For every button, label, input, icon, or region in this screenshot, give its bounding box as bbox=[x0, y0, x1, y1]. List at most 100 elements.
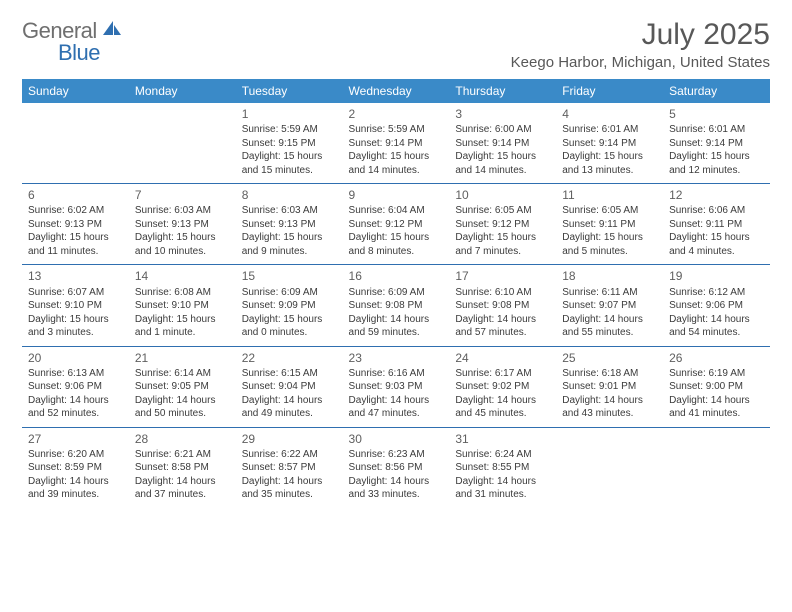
daylight-line2: and 49 minutes. bbox=[242, 407, 337, 421]
sunset-text: Sunset: 9:11 PM bbox=[669, 218, 764, 232]
day-cell: 10Sunrise: 6:05 AMSunset: 9:12 PMDayligh… bbox=[449, 184, 556, 265]
sunrise-text: Sunrise: 6:09 AM bbox=[242, 286, 337, 300]
sunset-text: Sunset: 9:00 PM bbox=[669, 380, 764, 394]
logo-word2-wrap: Blue bbox=[22, 40, 100, 66]
daylight-line1: Daylight: 14 hours bbox=[135, 394, 230, 408]
sunrise-text: Sunrise: 6:01 AM bbox=[669, 123, 764, 137]
sunset-text: Sunset: 9:03 PM bbox=[349, 380, 444, 394]
day-cell: 25Sunrise: 6:18 AMSunset: 9:01 PMDayligh… bbox=[556, 346, 663, 427]
day-cell: 19Sunrise: 6:12 AMSunset: 9:06 PMDayligh… bbox=[663, 265, 770, 346]
sunset-text: Sunset: 8:59 PM bbox=[28, 461, 123, 475]
day-cell: 16Sunrise: 6:09 AMSunset: 9:08 PMDayligh… bbox=[343, 265, 450, 346]
day-cell: 13Sunrise: 6:07 AMSunset: 9:10 PMDayligh… bbox=[22, 265, 129, 346]
day-number: 8 bbox=[242, 187, 337, 203]
sunrise-text: Sunrise: 6:19 AM bbox=[669, 367, 764, 381]
daylight-line2: and 15 minutes. bbox=[242, 164, 337, 178]
daylight-line2: and 3 minutes. bbox=[28, 326, 123, 340]
daylight-line1: Daylight: 14 hours bbox=[349, 394, 444, 408]
daylight-line2: and 5 minutes. bbox=[562, 245, 657, 259]
daylight-line2: and 10 minutes. bbox=[135, 245, 230, 259]
day-number: 22 bbox=[242, 350, 337, 366]
sunset-text: Sunset: 8:58 PM bbox=[135, 461, 230, 475]
daylight-line2: and 45 minutes. bbox=[455, 407, 550, 421]
daylight-line2: and 37 minutes. bbox=[135, 488, 230, 502]
day-cell: 14Sunrise: 6:08 AMSunset: 9:10 PMDayligh… bbox=[129, 265, 236, 346]
day-number: 20 bbox=[28, 350, 123, 366]
sunrise-text: Sunrise: 6:05 AM bbox=[455, 204, 550, 218]
day-cell: 11Sunrise: 6:05 AMSunset: 9:11 PMDayligh… bbox=[556, 184, 663, 265]
sunrise-text: Sunrise: 6:13 AM bbox=[28, 367, 123, 381]
daylight-line1: Daylight: 14 hours bbox=[242, 475, 337, 489]
week-row: 13Sunrise: 6:07 AMSunset: 9:10 PMDayligh… bbox=[22, 265, 770, 346]
day-number: 14 bbox=[135, 268, 230, 284]
day-number: 12 bbox=[669, 187, 764, 203]
weekday-wed: Wednesday bbox=[343, 79, 450, 103]
sunrise-text: Sunrise: 6:01 AM bbox=[562, 123, 657, 137]
day-cell: 28Sunrise: 6:21 AMSunset: 8:58 PMDayligh… bbox=[129, 427, 236, 508]
sunset-text: Sunset: 9:13 PM bbox=[242, 218, 337, 232]
day-cell bbox=[129, 103, 236, 184]
day-number: 30 bbox=[349, 431, 444, 447]
day-cell: 31Sunrise: 6:24 AMSunset: 8:55 PMDayligh… bbox=[449, 427, 556, 508]
daylight-line1: Daylight: 15 hours bbox=[242, 150, 337, 164]
sunset-text: Sunset: 9:06 PM bbox=[669, 299, 764, 313]
sunset-text: Sunset: 9:10 PM bbox=[135, 299, 230, 313]
daylight-line1: Daylight: 15 hours bbox=[669, 231, 764, 245]
daylight-line2: and 8 minutes. bbox=[349, 245, 444, 259]
daylight-line1: Daylight: 15 hours bbox=[562, 231, 657, 245]
daylight-line2: and 39 minutes. bbox=[28, 488, 123, 502]
daylight-line2: and 47 minutes. bbox=[349, 407, 444, 421]
sunrise-text: Sunrise: 6:16 AM bbox=[349, 367, 444, 381]
daylight-line1: Daylight: 15 hours bbox=[562, 150, 657, 164]
week-row: 1Sunrise: 5:59 AMSunset: 9:15 PMDaylight… bbox=[22, 103, 770, 184]
day-number: 1 bbox=[242, 106, 337, 122]
daylight-line1: Daylight: 15 hours bbox=[135, 231, 230, 245]
day-number: 18 bbox=[562, 268, 657, 284]
daylight-line1: Daylight: 14 hours bbox=[28, 475, 123, 489]
day-number: 28 bbox=[135, 431, 230, 447]
day-cell: 7Sunrise: 6:03 AMSunset: 9:13 PMDaylight… bbox=[129, 184, 236, 265]
day-cell: 24Sunrise: 6:17 AMSunset: 9:02 PMDayligh… bbox=[449, 346, 556, 427]
day-cell bbox=[663, 427, 770, 508]
logo-sail-icon bbox=[101, 19, 123, 44]
daylight-line2: and 11 minutes. bbox=[28, 245, 123, 259]
daylight-line2: and 1 minute. bbox=[135, 326, 230, 340]
sunset-text: Sunset: 9:14 PM bbox=[349, 137, 444, 151]
weekday-mon: Monday bbox=[129, 79, 236, 103]
sunrise-text: Sunrise: 6:03 AM bbox=[242, 204, 337, 218]
day-number: 10 bbox=[455, 187, 550, 203]
daylight-line2: and 52 minutes. bbox=[28, 407, 123, 421]
sunset-text: Sunset: 9:13 PM bbox=[135, 218, 230, 232]
sunset-text: Sunset: 8:55 PM bbox=[455, 461, 550, 475]
day-cell: 17Sunrise: 6:10 AMSunset: 9:08 PMDayligh… bbox=[449, 265, 556, 346]
sunset-text: Sunset: 9:08 PM bbox=[349, 299, 444, 313]
sunrise-text: Sunrise: 6:02 AM bbox=[28, 204, 123, 218]
day-cell bbox=[22, 103, 129, 184]
daylight-line1: Daylight: 14 hours bbox=[28, 394, 123, 408]
weekday-tue: Tuesday bbox=[236, 79, 343, 103]
day-cell: 9Sunrise: 6:04 AMSunset: 9:12 PMDaylight… bbox=[343, 184, 450, 265]
day-cell: 22Sunrise: 6:15 AMSunset: 9:04 PMDayligh… bbox=[236, 346, 343, 427]
daylight-line1: Daylight: 14 hours bbox=[135, 475, 230, 489]
day-cell bbox=[556, 427, 663, 508]
daylight-line1: Daylight: 15 hours bbox=[349, 231, 444, 245]
daylight-line2: and 43 minutes. bbox=[562, 407, 657, 421]
daylight-line2: and 35 minutes. bbox=[242, 488, 337, 502]
daylight-line1: Daylight: 14 hours bbox=[455, 475, 550, 489]
sunrise-text: Sunrise: 6:05 AM bbox=[562, 204, 657, 218]
day-cell: 15Sunrise: 6:09 AMSunset: 9:09 PMDayligh… bbox=[236, 265, 343, 346]
sunrise-text: Sunrise: 6:20 AM bbox=[28, 448, 123, 462]
location-text: Keego Harbor, Michigan, United States bbox=[511, 54, 770, 71]
day-number: 6 bbox=[28, 187, 123, 203]
week-row: 20Sunrise: 6:13 AMSunset: 9:06 PMDayligh… bbox=[22, 346, 770, 427]
day-number: 29 bbox=[242, 431, 337, 447]
sunrise-text: Sunrise: 6:10 AM bbox=[455, 286, 550, 300]
sunrise-text: Sunrise: 6:03 AM bbox=[135, 204, 230, 218]
day-number: 31 bbox=[455, 431, 550, 447]
sunrise-text: Sunrise: 6:14 AM bbox=[135, 367, 230, 381]
day-cell: 12Sunrise: 6:06 AMSunset: 9:11 PMDayligh… bbox=[663, 184, 770, 265]
sunrise-text: Sunrise: 6:09 AM bbox=[349, 286, 444, 300]
daylight-line2: and 41 minutes. bbox=[669, 407, 764, 421]
day-cell: 29Sunrise: 6:22 AMSunset: 8:57 PMDayligh… bbox=[236, 427, 343, 508]
sunset-text: Sunset: 9:11 PM bbox=[562, 218, 657, 232]
